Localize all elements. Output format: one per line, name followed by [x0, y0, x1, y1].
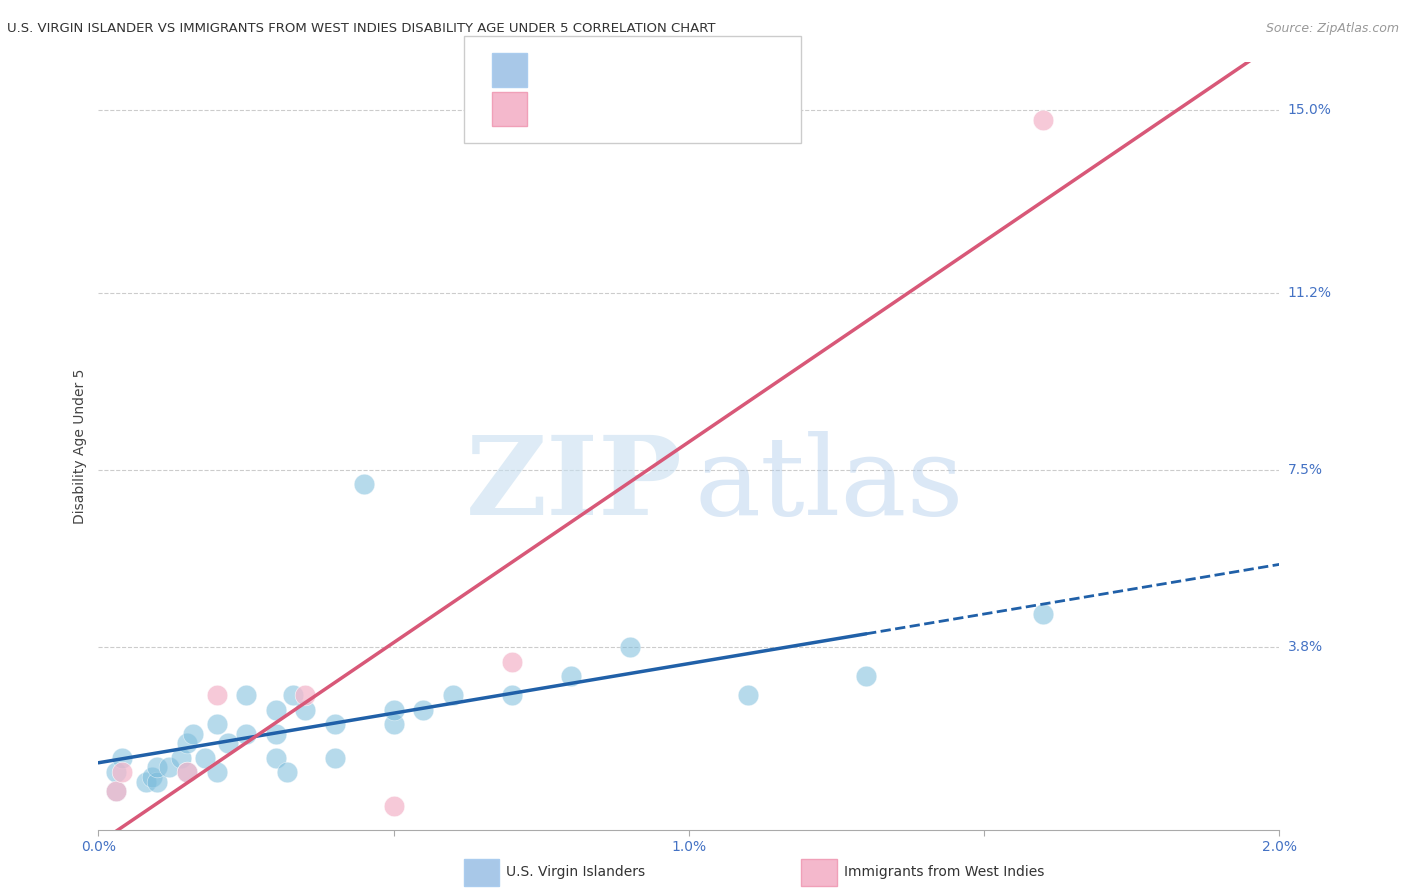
Point [181, 726, 204, 740]
Text: 15.0%: 15.0% [1288, 103, 1331, 118]
Point [105, 784, 128, 798]
Point [205, 765, 228, 780]
Text: R =: R = [537, 61, 574, 78]
Point [157, 760, 180, 774]
Point [217, 736, 239, 750]
Point [294, 703, 316, 717]
Point [205, 717, 228, 731]
Point [235, 726, 257, 740]
Point [382, 798, 405, 813]
Point [1032, 112, 1054, 127]
Point [176, 765, 198, 780]
Point [382, 717, 405, 731]
Point [105, 765, 128, 780]
Text: 37: 37 [664, 61, 685, 78]
Point [111, 750, 134, 764]
Point [283, 689, 305, 703]
Y-axis label: Disability Age Under 5: Disability Age Under 5 [73, 368, 87, 524]
Text: Immigrants from West Indies: Immigrants from West Indies [844, 865, 1045, 880]
Point [323, 717, 346, 731]
Point [170, 750, 193, 764]
Text: 3.8%: 3.8% [1288, 640, 1323, 655]
Text: N =: N = [628, 100, 665, 118]
Point [441, 689, 464, 703]
Point [176, 736, 198, 750]
Point [294, 689, 316, 703]
Text: N =: N = [628, 61, 665, 78]
Point [501, 655, 523, 669]
Point [855, 669, 877, 683]
Point [382, 703, 405, 717]
Point [501, 689, 523, 703]
Point [111, 765, 134, 780]
Point [619, 640, 641, 655]
Point [235, 689, 257, 703]
Text: atlas: atlas [695, 431, 965, 538]
Point [264, 750, 287, 764]
Point [412, 703, 434, 717]
Point [323, 750, 346, 764]
Point [264, 703, 287, 717]
Point [560, 669, 582, 683]
Text: 7.5%: 7.5% [1288, 463, 1323, 477]
Point [264, 726, 287, 740]
Point [105, 784, 128, 798]
Text: 8: 8 [664, 100, 679, 118]
Point [737, 689, 759, 703]
Text: R =: R = [537, 100, 574, 118]
Point [353, 477, 375, 491]
Text: 0.332: 0.332 [575, 61, 623, 78]
Point [205, 689, 228, 703]
Text: 0.857: 0.857 [575, 100, 623, 118]
Point [135, 774, 157, 789]
Point [141, 770, 163, 784]
Point [276, 765, 298, 780]
Text: ZIP: ZIP [467, 431, 683, 538]
Point [146, 774, 169, 789]
Text: 11.2%: 11.2% [1288, 285, 1331, 300]
Point [146, 760, 169, 774]
Text: U.S. VIRGIN ISLANDER VS IMMIGRANTS FROM WEST INDIES DISABILITY AGE UNDER 5 CORRE: U.S. VIRGIN ISLANDER VS IMMIGRANTS FROM … [7, 22, 716, 36]
Point [194, 750, 217, 764]
Point [176, 765, 198, 780]
Text: U.S. Virgin Islanders: U.S. Virgin Islanders [506, 865, 645, 880]
Text: Source: ZipAtlas.com: Source: ZipAtlas.com [1265, 22, 1399, 36]
Point [1032, 607, 1054, 621]
